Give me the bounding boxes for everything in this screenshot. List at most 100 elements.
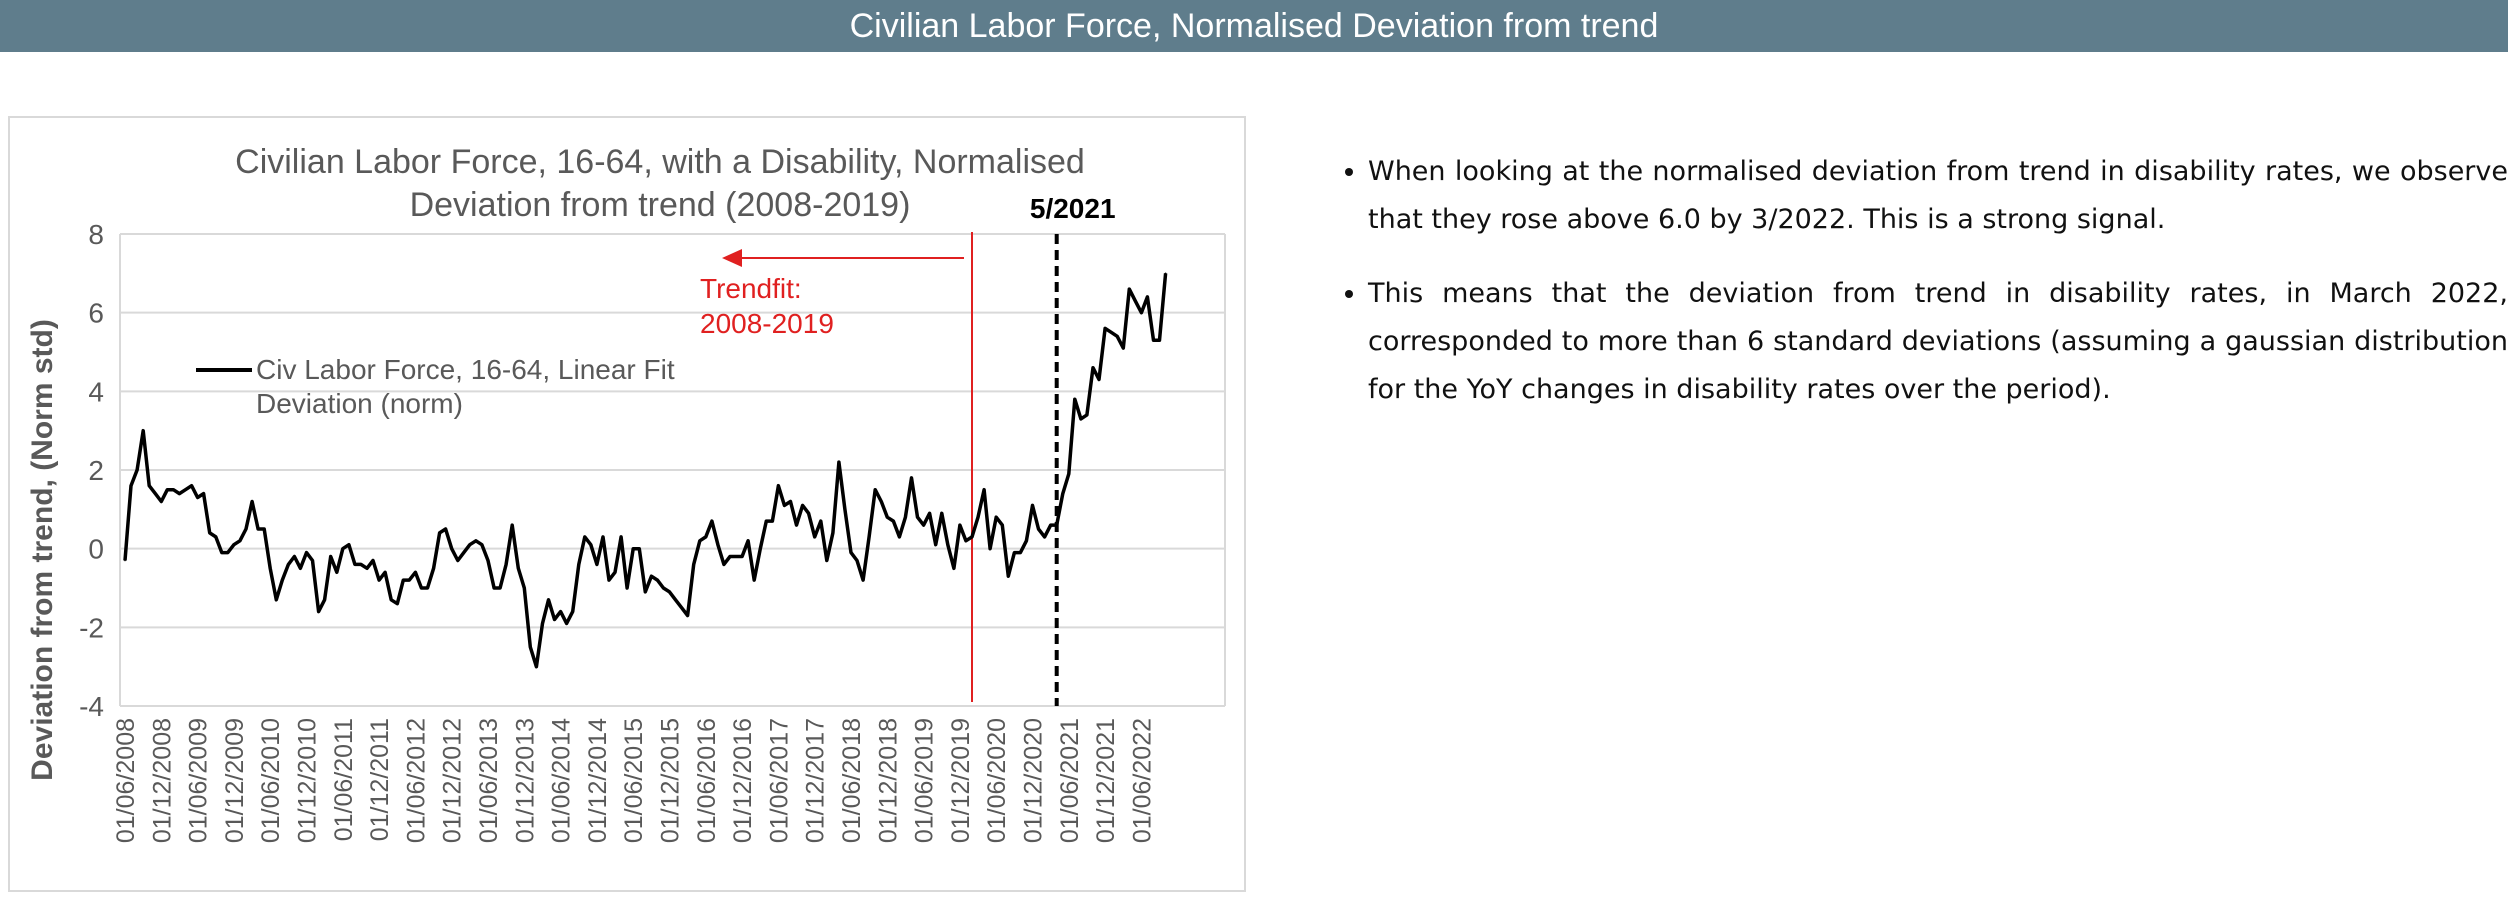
x-tick-label: 01/12/2011 xyxy=(366,718,394,841)
data-point xyxy=(426,587,429,589)
data-point xyxy=(420,587,423,589)
chart-legend: Civ Labor Force, 16-64, Linear Fit Devia… xyxy=(196,354,675,419)
data-point xyxy=(360,563,362,566)
x-tick-label: 01/06/2022 xyxy=(1128,718,1156,843)
data-point xyxy=(922,524,925,526)
data-point xyxy=(801,504,804,507)
x-tick-label: 01/06/2012 xyxy=(402,718,430,843)
y-tick-label: 0 xyxy=(88,534,104,565)
data-point xyxy=(1001,524,1004,526)
x-tick-label: 01/12/2020 xyxy=(1020,718,1048,843)
x-tick-label: 01/12/2014 xyxy=(584,718,612,843)
data-point xyxy=(1043,536,1046,538)
data-point xyxy=(1086,414,1088,416)
data-point xyxy=(215,536,217,538)
data-point xyxy=(511,524,513,526)
data-point xyxy=(862,579,864,581)
data-point xyxy=(269,567,272,570)
data-point xyxy=(783,504,786,507)
chart-gridlines xyxy=(119,233,1226,707)
y-tick-label: 8 xyxy=(88,219,104,250)
data-point xyxy=(432,567,435,570)
data-point xyxy=(1068,473,1070,475)
annotation-trendfit-label-line2: 2008-2019 xyxy=(700,308,834,339)
y-tick-label: -4 xyxy=(79,691,104,722)
data-point xyxy=(571,610,574,613)
commentary-item: This means that the deviation from trend… xyxy=(1368,270,2508,414)
data-point xyxy=(668,591,671,593)
data-point xyxy=(239,540,241,542)
data-point xyxy=(977,516,979,518)
data-point xyxy=(384,571,386,574)
data-point xyxy=(971,536,973,538)
data-point xyxy=(523,587,526,589)
x-tick-label: 01/06/2014 xyxy=(548,718,576,843)
x-tick-label: 01/06/2011 xyxy=(330,718,358,841)
x-tick-label: 01/06/2008 xyxy=(112,718,140,843)
x-tick-label: 01/06/2015 xyxy=(620,718,648,843)
data-point xyxy=(626,587,628,589)
data-point xyxy=(789,500,792,503)
data-point xyxy=(1013,551,1016,554)
data-point xyxy=(481,543,483,546)
data-point xyxy=(656,579,659,581)
data-point xyxy=(717,543,719,546)
data-point xyxy=(880,500,883,503)
data-point xyxy=(620,536,622,538)
data-point xyxy=(408,579,411,581)
data-point xyxy=(565,622,568,625)
commentary-list: When looking at the normalised deviation… xyxy=(1340,148,2508,440)
data-point xyxy=(124,559,126,562)
data-point xyxy=(1007,575,1010,577)
data-point xyxy=(323,599,326,601)
data-point xyxy=(1122,347,1125,349)
data-point xyxy=(711,520,713,522)
data-point xyxy=(469,543,471,546)
data-point xyxy=(1146,296,1149,298)
data-point xyxy=(602,536,604,538)
data-point xyxy=(578,563,580,566)
chart-title-line1: Civilian Labor Force, 16-64, with a Disa… xyxy=(235,143,1085,181)
data-point xyxy=(953,567,955,570)
y-tick-label: 4 xyxy=(88,376,104,407)
y-tick-label: 6 xyxy=(88,298,104,329)
data-point xyxy=(1098,378,1100,381)
data-point xyxy=(463,551,465,554)
data-point xyxy=(438,532,441,534)
x-tick-label: 01/06/2017 xyxy=(765,718,793,843)
x-tick-label: 01/12/2012 xyxy=(439,718,467,843)
data-point xyxy=(584,536,586,538)
data-point xyxy=(650,575,653,577)
data-point xyxy=(547,599,550,601)
data-point xyxy=(1019,551,1022,554)
x-tick-label: 01/06/2020 xyxy=(983,718,1011,843)
data-point xyxy=(372,559,374,562)
data-point xyxy=(759,547,762,550)
chart-title-line2: Deviation from trend (2008-2019) xyxy=(410,186,911,224)
data-point xyxy=(287,563,290,566)
data-point xyxy=(1031,504,1034,507)
data-point xyxy=(1092,366,1094,369)
data-point xyxy=(1140,311,1143,314)
data-point xyxy=(402,579,405,581)
annotation-trendfit-label-line1: Trendfit: xyxy=(700,273,802,304)
data-point xyxy=(1134,300,1137,302)
data-point xyxy=(233,543,235,546)
y-axis-ticks: 8 6 4 2 0 -2 -4 xyxy=(79,219,104,722)
data-point xyxy=(632,547,634,550)
data-point xyxy=(160,500,163,503)
data-point xyxy=(493,587,495,589)
data-point xyxy=(1025,540,1028,542)
data-point xyxy=(1152,339,1155,341)
data-point xyxy=(317,610,320,613)
x-tick-label: 01/12/2015 xyxy=(657,718,685,843)
data-point xyxy=(638,547,641,550)
data-point xyxy=(813,536,816,538)
data-point xyxy=(221,551,223,554)
data-point xyxy=(1062,492,1064,495)
x-tick-label: 01/06/2018 xyxy=(838,718,866,843)
data-point xyxy=(487,559,489,562)
data-point xyxy=(148,484,150,487)
y-tick-label: -2 xyxy=(79,612,104,643)
data-point xyxy=(1158,339,1161,341)
